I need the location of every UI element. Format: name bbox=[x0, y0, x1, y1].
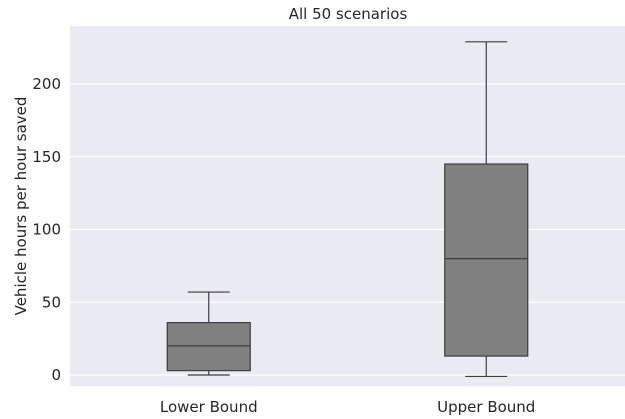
grid-lines bbox=[70, 83, 625, 376]
x-tick-label: Upper Bound bbox=[437, 398, 535, 416]
x-tick-labels: Lower Bound Upper Bound bbox=[160, 398, 535, 416]
y-tick-label: 200 bbox=[32, 75, 61, 93]
y-tick-label: 0 bbox=[51, 366, 61, 384]
iqr-box bbox=[444, 163, 529, 357]
box-lower-bound bbox=[166, 291, 251, 376]
y-tick-label: 150 bbox=[32, 148, 61, 166]
y-tick-label: 50 bbox=[42, 293, 61, 311]
x-tick-label: Lower Bound bbox=[160, 398, 258, 416]
y-tick-label: 100 bbox=[32, 221, 61, 239]
iqr-box bbox=[166, 322, 251, 372]
plot-area bbox=[70, 26, 625, 386]
y-axis-label: Vehicle hours per hour saved bbox=[12, 97, 30, 316]
boxes bbox=[166, 41, 529, 378]
chart-title: All 50 scenarios bbox=[289, 5, 408, 23]
box-upper-bound bbox=[444, 41, 529, 378]
y-tick-labels: 0 50 100 150 200 bbox=[32, 75, 61, 384]
